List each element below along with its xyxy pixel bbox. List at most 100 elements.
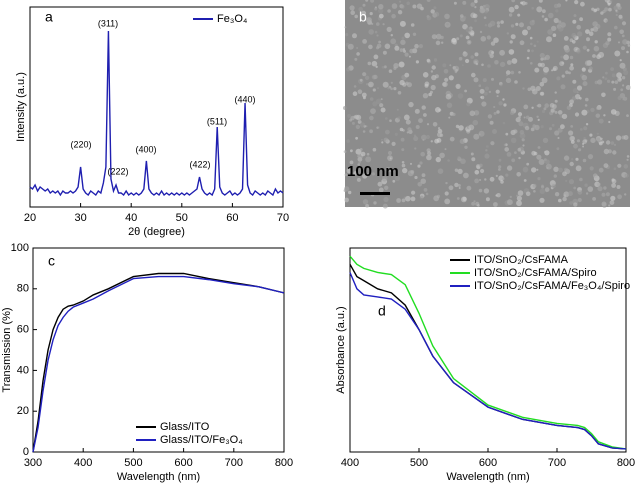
grain	[581, 74, 588, 81]
grain	[532, 183, 537, 188]
grain	[428, 92, 432, 97]
grain	[427, 151, 432, 156]
grain	[430, 9, 435, 14]
x-tick-label: 70	[277, 212, 289, 224]
grain	[545, 159, 550, 165]
grain	[397, 10, 403, 15]
grain	[531, 6, 534, 10]
grain	[498, 158, 502, 162]
x-tick-label: 40	[125, 212, 137, 224]
grain	[603, 148, 610, 155]
grain	[393, 87, 397, 91]
peak-label: (222)	[107, 166, 128, 176]
grain	[596, 7, 600, 11]
grain	[553, 166, 559, 172]
grain	[593, 45, 600, 52]
grain	[430, 70, 434, 73]
grain	[587, 154, 594, 160]
grain	[551, 25, 557, 32]
grain	[560, 55, 564, 59]
grain	[612, 150, 617, 155]
grain	[588, 31, 594, 36]
grain	[389, 157, 392, 160]
grain	[608, 7, 612, 12]
grain	[466, 102, 471, 107]
grain	[572, 88, 578, 94]
grain	[448, 185, 454, 191]
grain	[378, 187, 384, 193]
grain	[613, 87, 617, 91]
grain	[361, 92, 367, 98]
grain	[517, 190, 524, 196]
grain	[382, 23, 385, 26]
grain	[468, 124, 475, 131]
grain	[377, 126, 380, 129]
grain	[597, 182, 601, 187]
grain	[537, 118, 540, 121]
grain	[518, 115, 521, 119]
grain	[558, 20, 562, 24]
grain	[544, 17, 548, 22]
grain	[463, 172, 469, 179]
grain	[592, 54, 596, 58]
grain	[485, 145, 489, 148]
grain	[410, 23, 415, 27]
grain	[483, 16, 487, 20]
grain	[551, 69, 554, 72]
grain	[574, 112, 580, 117]
grain	[413, 136, 419, 142]
grain	[511, 58, 518, 64]
grain	[589, 166, 594, 171]
grain	[404, 72, 410, 78]
grain	[582, 81, 588, 87]
grain	[530, 85, 536, 92]
grain	[513, 129, 518, 134]
grain	[366, 17, 372, 23]
grain	[598, 118, 604, 124]
grain	[537, 177, 541, 181]
grain	[617, 163, 622, 168]
data-line	[29, 30, 284, 197]
grain	[421, 105, 426, 110]
grain	[540, 57, 544, 61]
x-tick-label: 30	[74, 212, 86, 224]
y-axis-label: Intensity (a.u.)	[15, 72, 27, 142]
grain	[606, 79, 611, 84]
grain	[506, 32, 509, 35]
grain	[444, 77, 449, 82]
legend-label: ITO/SnO₂/CsFAMA/Fe₃O₄/Spiro	[474, 280, 630, 292]
grain	[405, 119, 411, 125]
panel-label: d	[378, 303, 386, 319]
grain	[568, 71, 571, 75]
grain	[610, 109, 617, 115]
grain	[557, 137, 560, 139]
grain	[608, 204, 611, 207]
grain	[348, 190, 352, 195]
grain	[580, 1, 585, 7]
grain	[383, 137, 389, 143]
grain	[564, 167, 568, 172]
data-line	[32, 275, 285, 453]
x-tick-label: 500	[124, 457, 142, 469]
grain	[362, 72, 367, 77]
grain	[506, 60, 512, 65]
grain	[459, 138, 466, 144]
grain	[617, 95, 622, 101]
grain	[584, 104, 588, 107]
grain	[384, 43, 391, 50]
x-tick-label: 800	[275, 457, 293, 469]
grain	[412, 32, 417, 36]
grain	[552, 33, 557, 37]
grain	[605, 41, 610, 46]
grain	[480, 168, 485, 174]
grain	[500, 84, 503, 87]
grain	[547, 29, 553, 35]
grain	[406, 131, 409, 134]
grain	[458, 187, 461, 189]
grain	[354, 57, 358, 61]
grain	[548, 12, 554, 19]
grain	[435, 107, 441, 113]
grain	[621, 76, 626, 80]
x-tick-label: 400	[74, 457, 92, 469]
grain	[558, 198, 562, 203]
